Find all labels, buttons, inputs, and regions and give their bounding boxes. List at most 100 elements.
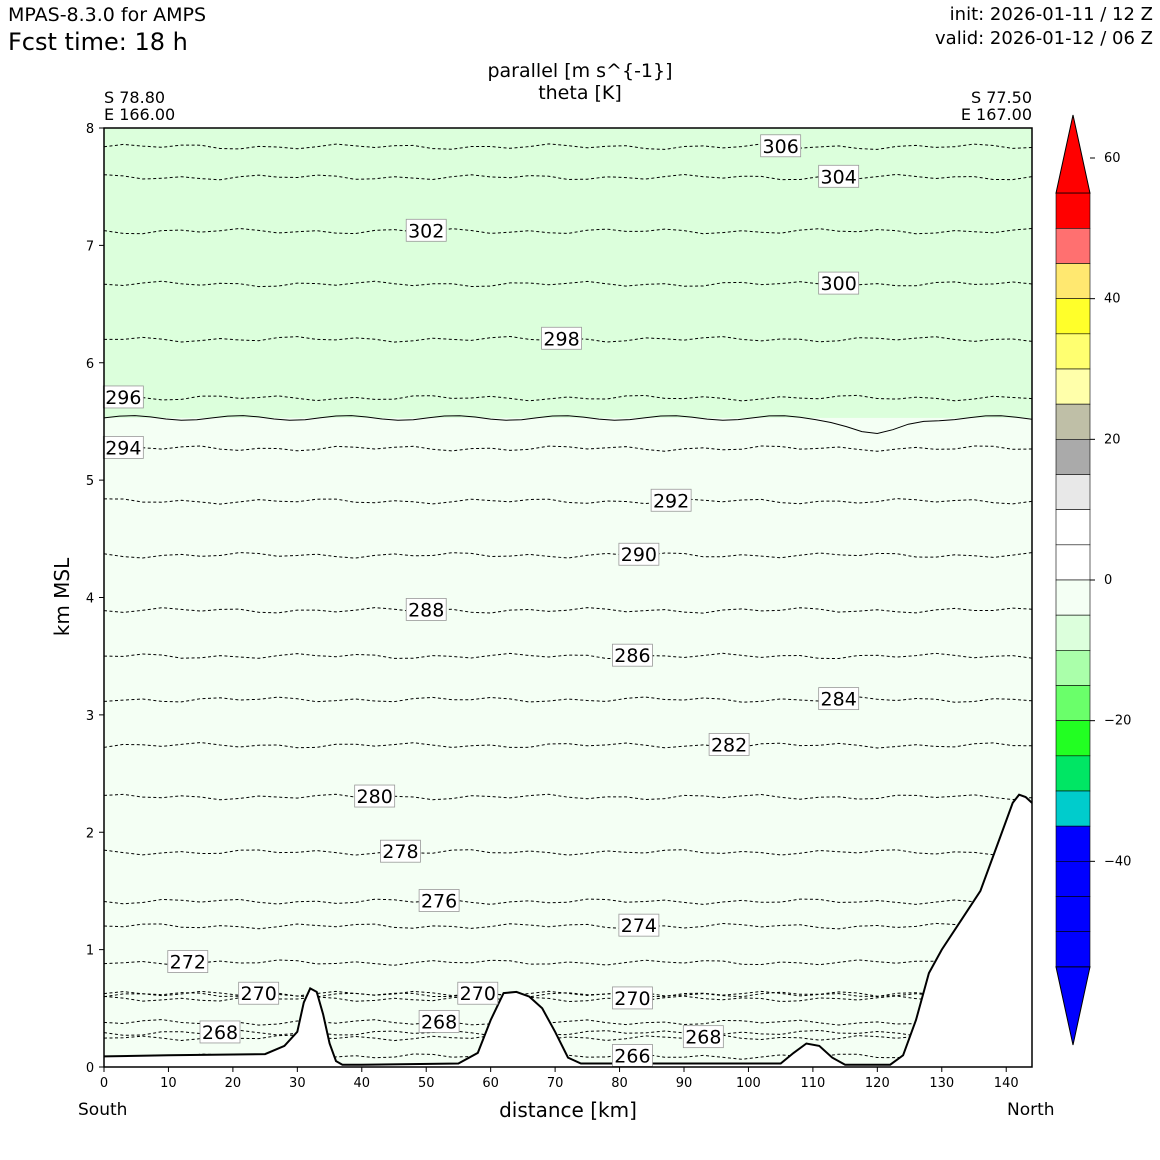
north-label: North — [1007, 1100, 1055, 1120]
contour-label-300: 300 — [821, 273, 857, 295]
contour-label-296: 296 — [105, 387, 141, 409]
y-tick-label: 8 — [86, 122, 94, 137]
x-tick-label: 70 — [547, 1076, 564, 1091]
theta-contour-290 — [104, 552, 1032, 559]
theta-contour-296 — [104, 394, 1032, 402]
colorbar-bin — [1055, 228, 1091, 264]
y-tick-label: 4 — [86, 592, 94, 607]
contour-label-290: 290 — [621, 544, 657, 566]
theta-contour-268 — [104, 1029, 1032, 1037]
colorbar-bin — [1055, 192, 1091, 229]
colorbar-bin — [1055, 896, 1091, 932]
contour-label-box — [612, 986, 653, 1010]
contour-label-box — [418, 1009, 460, 1033]
theta-contour-272 — [104, 959, 1032, 966]
contour-label-box — [541, 326, 582, 350]
contour-label-284: 284 — [821, 689, 857, 711]
colorbar-bin — [1055, 114, 1091, 194]
colorbar-bin — [1055, 544, 1091, 581]
x-tick-label: 0 — [100, 1076, 108, 1091]
contour-label-box — [238, 981, 280, 1005]
theta-contour-300 — [104, 280, 1032, 288]
contour-label-274: 274 — [621, 915, 657, 937]
x-tick-label: 10 — [160, 1076, 177, 1091]
colorbar-bin — [1055, 333, 1091, 370]
colorbar-bin — [1055, 825, 1091, 862]
contour-label-288: 288 — [408, 599, 444, 621]
theta-contour-292 — [104, 498, 1032, 505]
terrain-fill — [104, 794, 1032, 1067]
colorbar-tick-label: 20 — [1104, 432, 1121, 447]
theta-contour-302 — [104, 227, 1032, 235]
contour-label-270: 270 — [241, 983, 277, 1005]
x-axis-label: distance [km] — [499, 1098, 637, 1122]
contour-label-294: 294 — [105, 437, 141, 459]
wind-zero-contour — [104, 415, 1032, 435]
contour-label-298: 298 — [543, 328, 579, 350]
colorbar-bin — [1055, 439, 1091, 475]
theta-contour-306 — [104, 143, 1032, 150]
right-endpoint-lat: S 77.50 — [970, 88, 1032, 107]
contour-label-box — [457, 981, 499, 1005]
contour-label-box — [618, 913, 660, 937]
y-tick-label: 1 — [86, 944, 94, 959]
colorbar-tick-label: −40 — [1104, 854, 1131, 869]
contour-label-box — [612, 643, 653, 667]
contour-label-278: 278 — [382, 841, 418, 863]
contour-label-304: 304 — [821, 166, 857, 188]
contour-label-box — [354, 784, 396, 808]
chart-subtitle: theta [K] — [538, 82, 622, 104]
contour-label-302: 302 — [408, 220, 444, 242]
y-tick-label: 2 — [86, 826, 94, 841]
colorbar-bin — [1055, 650, 1091, 686]
x-tick-label: 80 — [611, 1076, 628, 1091]
colorbar-bin — [1055, 474, 1091, 510]
contour-label-box — [199, 1020, 241, 1044]
colorbar-bin — [1055, 755, 1091, 792]
contour-label-box — [708, 732, 750, 756]
theta-contour-276 — [104, 898, 1032, 905]
colorbar-bin — [1055, 263, 1091, 299]
contour-label-box — [618, 542, 660, 566]
y-tick-label: 3 — [86, 709, 94, 724]
colorbar-bin — [1055, 966, 1091, 1046]
contour-label-280: 280 — [357, 786, 393, 808]
theta-contour-278 — [104, 849, 1032, 856]
theta-contour-274 — [104, 922, 1032, 930]
right-endpoint-lon: E 167.00 — [960, 105, 1032, 124]
contour-label-270: 270 — [614, 988, 650, 1010]
contour-label-box — [405, 218, 447, 242]
contour-label-268: 268 — [421, 1011, 457, 1033]
y-tick-label: 0 — [86, 1061, 94, 1076]
contour-label-box — [418, 889, 460, 912]
x-tick-label: 90 — [676, 1076, 693, 1091]
contour-label-box — [818, 271, 860, 295]
contour-label-286: 286 — [614, 645, 650, 667]
colorbar-bin — [1055, 579, 1091, 616]
theta-contour-282 — [104, 741, 1032, 749]
contour-label-268: 268 — [202, 1022, 238, 1044]
colorbar-bin — [1055, 298, 1091, 335]
colorbar-bin — [1055, 861, 1091, 897]
theta-contour-304 — [104, 173, 1032, 181]
left-endpoint-lat: S 78.80 — [104, 88, 166, 107]
x-tick-label: 100 — [736, 1076, 761, 1091]
contour-label-270: 270 — [460, 983, 496, 1005]
contour-label-box — [818, 164, 860, 188]
contour-label-306: 306 — [763, 136, 799, 158]
x-tick-label: 20 — [225, 1076, 242, 1091]
contour-label-268: 268 — [685, 1027, 721, 1049]
x-tick-label: 40 — [354, 1076, 371, 1091]
x-tick-label: 120 — [865, 1076, 890, 1091]
contour-label-276: 276 — [421, 891, 457, 913]
contour-label-box — [760, 134, 802, 158]
colorbar-bin — [1055, 685, 1091, 721]
theta-contour-268 — [104, 1019, 1032, 1026]
chart-title: parallel [m s^{-1}] — [487, 60, 673, 82]
x-tick-label: 130 — [929, 1076, 954, 1091]
contour-label-272: 272 — [170, 952, 206, 974]
colorbar-bin — [1055, 614, 1091, 651]
colorbar-tick-label: 0 — [1104, 573, 1112, 588]
colorbar-bin — [1055, 720, 1091, 757]
